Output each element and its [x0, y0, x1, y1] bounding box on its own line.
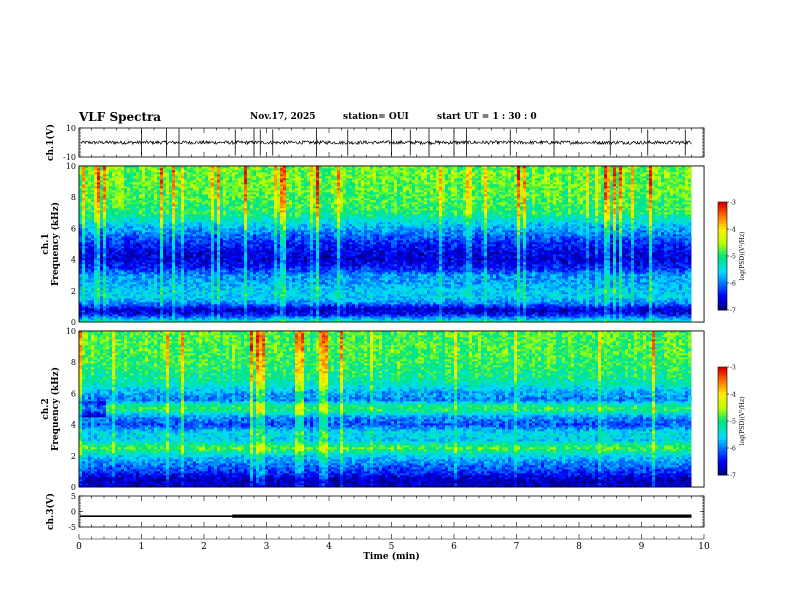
x-tick-label: 1 — [139, 542, 145, 552]
ch1-spectrogram-panel: 0 2 4 6 8 10 ch.1 Frequency (kHz) — [41, 162, 705, 327]
chart-title: VLF Spectra — [79, 110, 161, 124]
ch1-waveform-panel-border — [78, 127, 705, 158]
ch1-spectrogram-panel-ytick-label: 2 — [71, 287, 76, 296]
x-tick-label: 4 — [326, 542, 332, 552]
ch2-spectrogram-panel-ylabel: Frequency (kHz) — [50, 367, 61, 451]
ch1-spectrogram-panel-ytick-label: 10 — [66, 162, 76, 171]
ch2-spectrogram-panel: 0 2 4 6 8 10 ch.2 Frequency (kHz) — [41, 327, 705, 492]
ch1-waveform-panel: 10 -10 ch.1(V) — [45, 124, 705, 162]
ch1-spectrogram-panel-colorbar-tick: -7 — [730, 308, 736, 315]
ch3-waveform-panel-ytick-label: 0 — [71, 508, 76, 517]
ch1-spectrogram-panel-colorbar-label: log(PSD)(V²/Hz) — [739, 232, 746, 281]
x-tick-label: 10 — [698, 542, 710, 552]
ch1-spectrogram-panel-colorbar-tick: -5 — [730, 254, 736, 261]
x-tick-label: 6 — [451, 542, 457, 552]
ch3-waveform-panel-ylabel: ch.3(V) — [45, 493, 56, 530]
ch2-spectrogram-panel-colorbar-tick: -5 — [730, 419, 736, 426]
ch2-spectrogram-panel-ytick-label: 2 — [71, 452, 76, 461]
start-time-label: start UT = 1 : 30 : 0 — [437, 112, 537, 122]
x-tick-label: 7 — [514, 542, 520, 552]
ch1-waveform-panel-ytick-label: -10 — [63, 153, 76, 162]
ch1-spectrogram-panel-colorbar-tick: -3 — [730, 200, 736, 207]
ch2-spectrogram-panel-colorbar-tick: -6 — [730, 446, 736, 453]
x-axis-label: Time (min) — [363, 551, 420, 562]
ch1-waveform-panel-ylabel: ch.1(V) — [45, 124, 56, 161]
ch2-spectrogram-panel-ytick-label: 4 — [71, 421, 76, 430]
ch2-spectrogram-panel-colorbar-tick: -3 — [730, 365, 736, 372]
ch2-spectrogram-panel-ytick-label: 10 — [66, 327, 76, 336]
x-tick-label: 5 — [389, 542, 395, 552]
x-tick-label: 8 — [576, 542, 582, 552]
ch3-waveform-panel: 5 0 -5 ch.3(V) 0 1 2 3 4 5 6 7 8 9 10 Time (min) — [45, 492, 710, 562]
x-tick-label: 3 — [264, 542, 270, 552]
ch2-spectrogram-panel-ytick-label: 6 — [71, 389, 76, 398]
date-label: Nov.17, 2025 — [250, 112, 316, 122]
ch1-waveform-panel-ytick-label: 10 — [66, 124, 76, 133]
ch1-spectrogram-panel-ytick-label: 8 — [71, 193, 76, 202]
ch1-spectrogram-panel-ytick-label: 0 — [71, 318, 76, 327]
ch1-spectrogram-panel-ylabel: ch.1 — [41, 233, 51, 254]
ch3-waveform-panel-border — [78, 495, 705, 528]
ch2-spectrogram-panel-colorbar-label: log(PSD)(V²/Hz) — [739, 397, 746, 446]
ch2-spectrogram-panel-colorbar: -3 -4 -5 -6 -7 log(PSD)(V²/Hz) — [717, 365, 746, 480]
ch3-waveform-panel-ytick-label: 5 — [71, 492, 76, 501]
ch1-spectrogram-panel-colorbar: -3 -4 -5 -6 -7 log(PSD)(V²/Hz) — [717, 200, 746, 315]
ch2-spectrogram-panel-ytick-label: 0 — [71, 483, 76, 492]
ch1-spectrogram-panel-colorbar-tick: -4 — [730, 227, 736, 234]
ch1-spectrogram-panel-ytick-label: 6 — [71, 224, 76, 233]
ch3-waveform-panel-ytick-label: -5 — [68, 523, 76, 532]
ch1-spectrogram-panel-ylabel: Frequency (kHz) — [50, 202, 61, 286]
ch1-waveform-line — [80, 139, 692, 146]
ch1-spectrogram-panel-heatmap — [79, 166, 695, 323]
ch2-spectrogram-panel-colorbar-tick: -4 — [730, 392, 736, 399]
ch1-spectrogram-panel-colorbar-tick: -6 — [730, 281, 736, 288]
ch1-spectrogram-panel-ytick-label: 4 — [71, 256, 76, 265]
ch2-spectrogram-panel-heatmap — [79, 331, 695, 488]
ch2-spectrogram-panel-ylabel: ch.2 — [41, 398, 51, 419]
station-label: station= OUI — [343, 112, 409, 122]
ch2-spectrogram-panel-colorbar-tick: -7 — [730, 473, 736, 480]
x-tick-label: 2 — [201, 542, 207, 552]
ch2-spectrogram-panel-ytick-label: 8 — [71, 358, 76, 367]
x-tick-label: 9 — [639, 542, 645, 552]
x-tick-label: 0 — [76, 542, 82, 552]
